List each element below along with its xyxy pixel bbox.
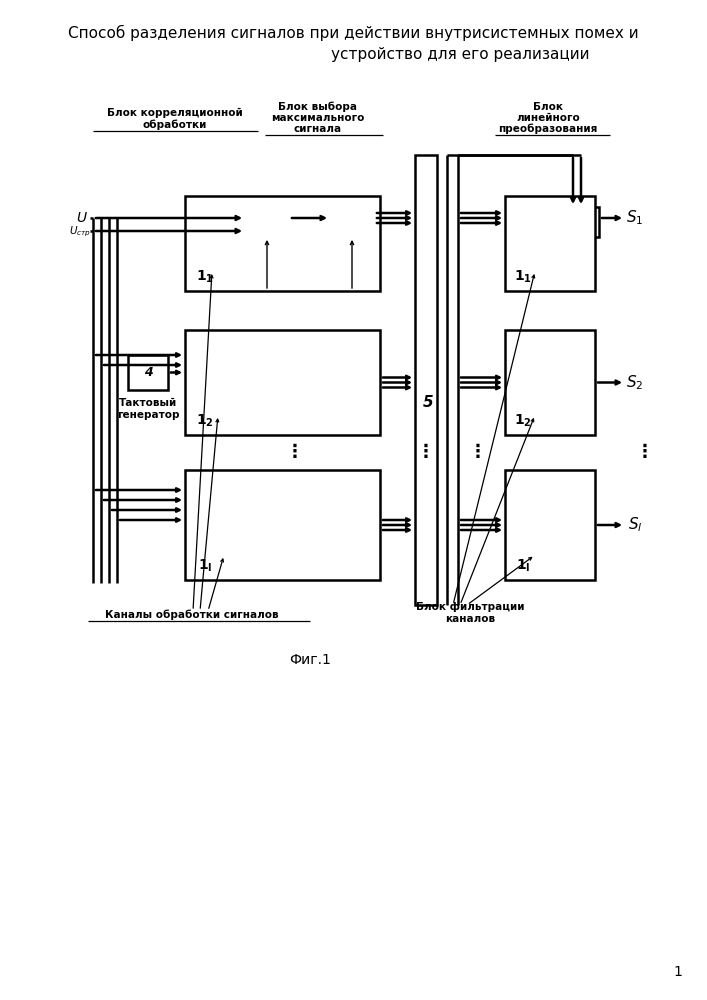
Text: каналов: каналов — [445, 614, 495, 624]
Bar — [185, 470, 380, 580]
Text: $\mathbf{1_I}$: $\mathbf{1_I}$ — [516, 558, 530, 574]
Text: сигнала: сигнала — [294, 124, 342, 134]
Text: $S_1$: $S_1$ — [626, 209, 643, 227]
Text: $U_{стр}$: $U_{стр}$ — [69, 225, 91, 239]
Text: $\mathbf{1_I}$: $\mathbf{1_I}$ — [198, 558, 212, 574]
Text: преобразования: преобразования — [498, 124, 597, 134]
Text: Блок корреляционной: Блок корреляционной — [107, 108, 243, 118]
Text: 3': 3' — [345, 215, 359, 229]
Text: 6: 6 — [572, 215, 582, 229]
Text: генератор: генератор — [117, 410, 180, 420]
Bar — [185, 196, 380, 291]
Bar — [415, 155, 437, 605]
Text: ⋮: ⋮ — [469, 444, 487, 462]
Text: $S_l$: $S_l$ — [628, 516, 642, 534]
Bar — [330, 207, 374, 237]
Text: ⋮: ⋮ — [286, 444, 304, 462]
Bar — [505, 330, 595, 435]
Text: 5: 5 — [423, 395, 433, 410]
Text: $U$: $U$ — [76, 211, 88, 225]
Text: ⋮: ⋮ — [636, 444, 654, 462]
Text: $\mathbf{1_2}$: $\mathbf{1_2}$ — [196, 413, 214, 429]
Text: $S_2$: $S_2$ — [626, 373, 643, 392]
Bar — [505, 470, 595, 580]
Text: 4: 4 — [144, 366, 153, 379]
Text: Способ разделения сигналов при действии внутрисистемных помех и: Способ разделения сигналов при действии … — [68, 25, 638, 41]
Text: линейного: линейного — [516, 113, 580, 123]
Bar — [555, 207, 599, 237]
Text: Тактовый: Тактовый — [119, 398, 177, 408]
Text: устройство для его реализации: устройство для его реализации — [331, 47, 589, 62]
Bar — [245, 207, 289, 237]
Text: ⋮: ⋮ — [417, 444, 435, 462]
Text: обработки: обработки — [143, 120, 207, 130]
Text: $\mathbf{1_1}$: $\mathbf{1_1}$ — [514, 269, 532, 285]
Text: 1: 1 — [674, 965, 682, 979]
Bar — [505, 196, 595, 291]
Text: $\mathbf{1_2}$: $\mathbf{1_2}$ — [514, 413, 532, 429]
Text: Блок выбора: Блок выбора — [279, 102, 358, 112]
Text: 2': 2' — [260, 215, 274, 229]
Text: Блок фильтрации: Блок фильтрации — [416, 602, 525, 612]
Bar — [185, 330, 380, 435]
Text: Каналы обработки сигналов: Каналы обработки сигналов — [105, 610, 279, 620]
Text: $\mathbf{1_1}$: $\mathbf{1_1}$ — [196, 269, 214, 285]
Text: Блок: Блок — [533, 102, 563, 112]
Text: максимального: максимального — [271, 113, 365, 123]
Bar — [128, 355, 168, 390]
Text: Фиг.1: Фиг.1 — [289, 653, 331, 667]
